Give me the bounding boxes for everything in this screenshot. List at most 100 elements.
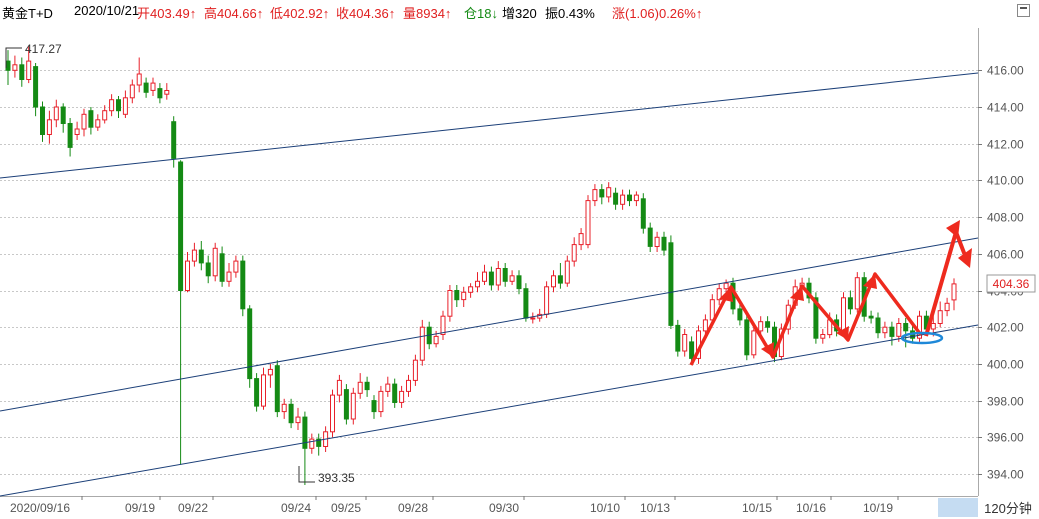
candle [406, 379, 411, 392]
increase-value: 增320 [502, 6, 537, 21]
open-value: 开403.49↑ [137, 6, 197, 21]
quote-header: 黄金T+D 2020/10/21 开403.49↑ 高404.66↑ 低402.… [0, 0, 1000, 26]
candle [875, 317, 881, 334]
candle [171, 121, 177, 159]
candle [903, 323, 909, 332]
candle [116, 99, 121, 112]
candle [150, 82, 156, 91]
candle [392, 383, 398, 404]
candle [336, 379, 342, 396]
candle [316, 438, 322, 447]
candle [689, 341, 695, 359]
candle [309, 438, 315, 449]
quote-date: 2020/10/21 [74, 3, 140, 18]
trend-channel-line [0, 324, 979, 497]
candle [364, 381, 370, 391]
support-highlight-ellipse [900, 331, 944, 345]
amplitude-value: 振0.43% [545, 6, 595, 21]
candle [198, 249, 204, 264]
candle [240, 260, 246, 310]
x-tick-label: 10/19 [863, 501, 893, 515]
candle [606, 187, 612, 198]
candle [944, 302, 950, 312]
candle [675, 324, 681, 352]
candle [33, 66, 39, 108]
candle [578, 233, 584, 246]
candle [702, 319, 708, 332]
last-price-label: 404.36 [993, 277, 1030, 291]
candle [509, 275, 515, 282]
close-value: 收404.36↑ [336, 6, 396, 21]
candle [178, 161, 184, 291]
candle [813, 297, 819, 339]
position-value: 仓18↓ [464, 6, 498, 21]
last-price-box [986, 274, 1036, 293]
candle [544, 286, 550, 315]
candle [419, 326, 425, 361]
y-tick-label: 412.00 [987, 138, 1024, 152]
candle [571, 244, 577, 262]
candle [109, 99, 115, 112]
y-tick-label: 410.00 [987, 174, 1024, 188]
candle [46, 119, 52, 136]
candle [122, 97, 128, 115]
candle [233, 260, 239, 273]
candle [371, 400, 377, 413]
candle [60, 106, 66, 124]
zigzag-arrowhead [863, 274, 877, 289]
candle [205, 262, 211, 277]
period-selector[interactable]: 120分钟 [984, 501, 1032, 516]
candle [633, 194, 639, 202]
candle [385, 383, 391, 392]
max-price-label: 417.27 [25, 42, 62, 56]
min-marker [298, 466, 315, 483]
candle [440, 315, 446, 336]
candle [164, 90, 170, 95]
candle [551, 275, 556, 288]
candle [185, 260, 190, 292]
candle [661, 236, 667, 251]
candle [716, 288, 722, 301]
candle [709, 299, 715, 321]
candle [495, 268, 501, 286]
x-tick-label: 09/25 [331, 501, 361, 515]
candle [67, 123, 73, 148]
change-value: 涨(1.06)0.26%↑ [612, 6, 703, 21]
candle [723, 282, 729, 290]
candle [143, 82, 149, 93]
candle [765, 321, 771, 328]
candle [488, 271, 494, 286]
candle [219, 253, 225, 282]
candle [523, 288, 529, 319]
x-tick-label: 2020/09/16 [10, 501, 70, 515]
candle [343, 389, 349, 420]
candle [81, 113, 87, 130]
candle [889, 326, 895, 337]
candle [592, 189, 598, 202]
candle [516, 275, 522, 290]
candle [53, 106, 59, 121]
y-tick-label: 414.00 [987, 101, 1024, 115]
forecast-arrowhead-down [958, 248, 972, 268]
candle [854, 277, 860, 310]
candle [288, 403, 294, 424]
candle [274, 365, 280, 413]
x-tick-label: 10/16 [796, 501, 826, 515]
candle [613, 192, 619, 205]
max-marker [5, 47, 22, 68]
candle [136, 73, 142, 86]
candle [917, 315, 922, 339]
candle [26, 60, 32, 80]
candle [88, 110, 94, 128]
candle [475, 280, 480, 288]
candle [378, 390, 384, 413]
candle [157, 88, 163, 99]
candle [267, 368, 273, 376]
candle [647, 227, 653, 247]
candle [502, 268, 508, 282]
maximize-button[interactable] [1017, 4, 1030, 17]
x-tick-label: 09/19 [125, 501, 155, 515]
candle [751, 330, 757, 356]
candle [461, 291, 467, 301]
